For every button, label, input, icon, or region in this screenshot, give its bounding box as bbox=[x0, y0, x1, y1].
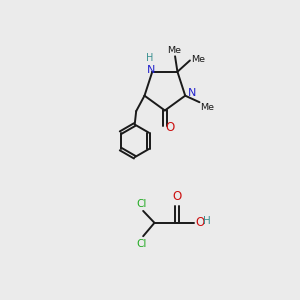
Text: O: O bbox=[173, 190, 182, 202]
Text: Me: Me bbox=[191, 55, 205, 64]
Text: Cl: Cl bbox=[137, 199, 147, 208]
Text: H: H bbox=[146, 53, 154, 63]
Text: Me: Me bbox=[167, 46, 181, 55]
Text: Cl: Cl bbox=[137, 238, 147, 249]
Text: H: H bbox=[203, 216, 211, 226]
Text: O: O bbox=[166, 121, 175, 134]
Text: N: N bbox=[188, 88, 196, 98]
Text: O: O bbox=[195, 216, 204, 229]
Text: Me: Me bbox=[200, 103, 214, 112]
Text: N: N bbox=[147, 65, 155, 75]
